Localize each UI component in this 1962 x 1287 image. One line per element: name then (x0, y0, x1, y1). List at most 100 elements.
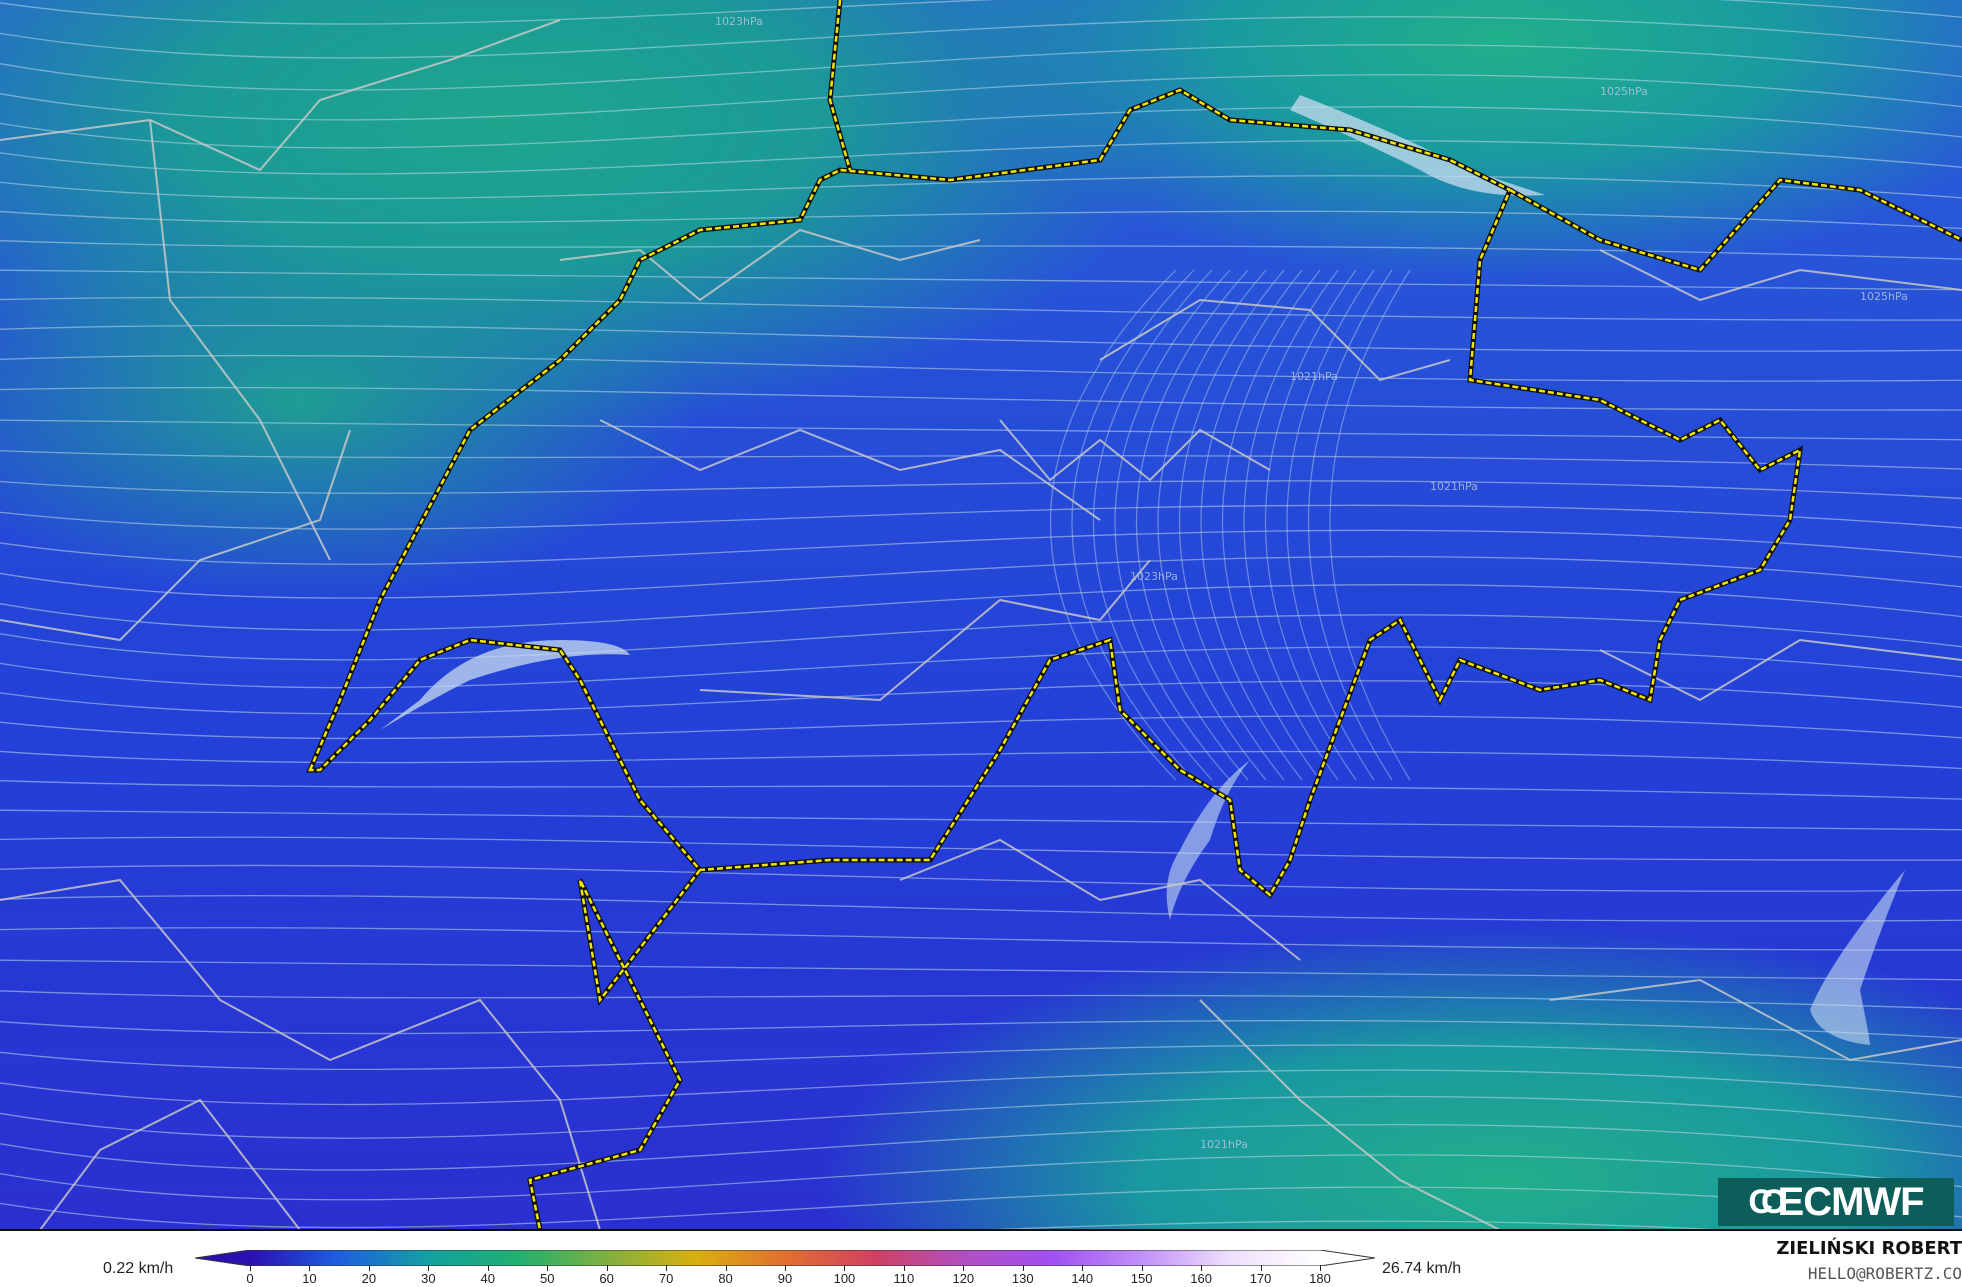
streamline (0, 959, 1962, 981)
regional-border (699, 559, 1151, 702)
colorbar-tick-label: 110 (893, 1271, 915, 1286)
streamline (0, 480, 1962, 500)
streamline (0, 809, 1962, 831)
streamline (1265, 269, 1357, 781)
streamline (0, 584, 1962, 631)
streamline (0, 354, 1962, 382)
streamline (0, 386, 1962, 411)
colorbar-tick-label: 20 (361, 1271, 377, 1286)
regional-border (0, 19, 561, 172)
streamline (0, 419, 1962, 441)
streamline (0, 1019, 1962, 1040)
streamline (0, 927, 1962, 951)
streamline (1222, 269, 1321, 781)
ecmwf-logo: CC ECMWF (1718, 1178, 1954, 1226)
colorbar-tick (368, 1265, 370, 1271)
regional-border (899, 838, 1301, 961)
regional-border (999, 419, 1271, 482)
streamline (1071, 269, 1195, 781)
lake-garda (1810, 870, 1905, 1045)
national-border-germany-france (828, 0, 852, 171)
colorbar-tick-label: 170 (1249, 1271, 1272, 1286)
regional-border (0, 878, 601, 1230)
streamline (0, 140, 1962, 175)
streamline (1200, 269, 1303, 781)
wind-map[interactable]: 1023hPa 1025hPa 1021hPa 1021hPa 1023hPa 1025h… (0, 0, 1962, 1230)
streamline (1092, 269, 1213, 781)
colorbar-tick-label: 10 (302, 1271, 317, 1286)
colorbar-tick (666, 1265, 668, 1271)
streamline (0, 240, 1962, 260)
colorbar-tick (903, 1265, 905, 1271)
colorbar-tick-label: 130 (1011, 1271, 1034, 1286)
streamline (0, 529, 1962, 565)
streamline (1049, 269, 1177, 781)
colorbar-tick-label: 80 (718, 1271, 733, 1286)
streamline (0, 106, 1962, 149)
streamline (0, 555, 1962, 599)
colorbar-tick (725, 1265, 727, 1271)
streamline (1136, 269, 1249, 781)
colorbar-tick-label: 30 (421, 1271, 436, 1286)
streamline (0, 269, 1962, 291)
ecmwf-logo-text: ECMWF (1777, 1179, 1925, 1224)
streamline (1179, 269, 1285, 781)
colorbar-tick-label: 50 (539, 1271, 555, 1286)
colorbar-tick (1320, 1265, 1321, 1271)
colorbar-tick (785, 1265, 786, 1271)
streamline (0, 324, 1962, 352)
pressure-label: 1021hPa (1290, 370, 1338, 383)
national-border-switzerland (308, 88, 1802, 897)
national-border-casing (527, 868, 702, 1230)
streamline (0, 1069, 1962, 1106)
legend-max-label: 26.74 km/h (1382, 1260, 1462, 1277)
streamline (0, 1186, 1962, 1229)
lake-maggiore (1166, 760, 1250, 920)
legend-min-label: 0.22 km/h (103, 1260, 174, 1277)
streamline (0, 990, 1962, 1010)
colorbar-tick-label: 0 (246, 1271, 254, 1286)
colorbar-tick (1141, 1265, 1143, 1271)
colorbar-tick-label: 150 (1130, 1271, 1153, 1286)
colorbar-tick (1022, 1265, 1024, 1271)
map-frame (0, 1229, 1962, 1231)
streamline (0, 836, 1962, 861)
national-border-austria (1509, 178, 1962, 272)
colorbar (195, 1250, 1375, 1266)
pressure-label: 1021hPa (1430, 480, 1478, 493)
colorbar-tick-label: 140 (1071, 1271, 1094, 1286)
streamline (0, 646, 1962, 689)
colorbar-tick-label: 60 (599, 1271, 614, 1286)
pressure-label: 1025hPa (1860, 290, 1908, 303)
regional-border (1099, 298, 1451, 382)
streamline (0, 750, 1962, 770)
streamline (1243, 269, 1339, 781)
colorbar-tick-label: 40 (480, 1271, 495, 1286)
lake-constance (1290, 95, 1545, 196)
colorbar-tick-label: 160 (1190, 1271, 1212, 1286)
streamline (0, 780, 1962, 800)
colorbar-tick (487, 1265, 489, 1271)
national-border-casing (827, 0, 853, 171)
streamline (0, 296, 1962, 321)
colorbar-tick-label: 180 (1309, 1271, 1331, 1286)
map-overlay: 1023hPa 1025hPa 1021hPa 1021hPa 1023hPa 1025h… (0, 0, 1962, 1230)
colorbar-tick (547, 1265, 549, 1271)
colorbar-tick-label: 70 (658, 1271, 674, 1286)
ecmwf-logo-icon: CC (1748, 1182, 1785, 1221)
author-email[interactable]: HELLO@ROBERTZ.CO (1807, 1264, 1962, 1283)
regional-border (1599, 249, 1962, 302)
regional-border (1199, 999, 1501, 1230)
streamline (1114, 269, 1231, 781)
regional-border (0, 429, 351, 642)
streamline (0, 1044, 1962, 1071)
streamline (970, 1220, 1735, 1230)
streamline (0, 614, 1962, 661)
lake-geneva (380, 640, 630, 730)
streamline (0, 680, 1962, 715)
colorbar-tick-label: 120 (952, 1271, 975, 1286)
streamline (1157, 269, 1267, 781)
regional-border (1549, 978, 1962, 1062)
author-credit: ZIELIŃSKI ROBERT (1776, 1238, 1962, 1259)
colorbar-tick-label: 90 (777, 1271, 793, 1286)
